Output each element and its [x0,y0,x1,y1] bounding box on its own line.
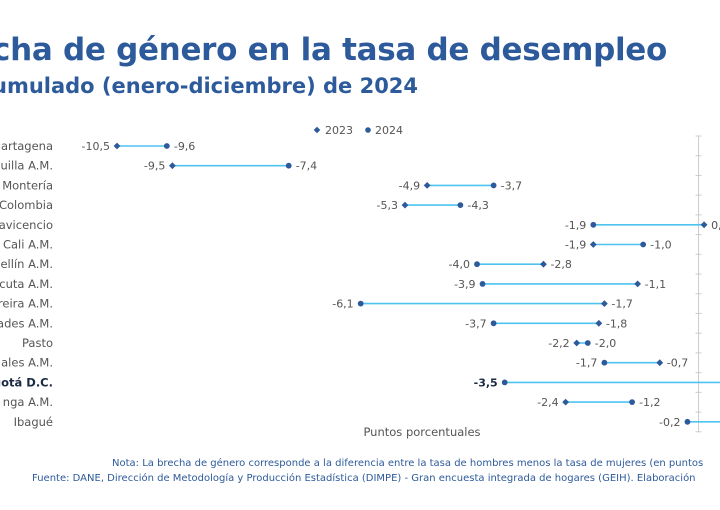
marker-2023 [600,300,608,307]
data-label: -1,9 [565,219,586,232]
category-label: Pasto [22,336,53,350]
marker-2024 [490,320,497,327]
marker-2024 [163,143,170,149]
data-label: -1,2 [639,396,660,409]
category-label: gotá D.C. [0,375,53,389]
data-label: -2,2 [548,337,569,350]
data-label: -1,7 [576,357,597,370]
category-label: Colombia [0,198,53,212]
marker-2024 [684,418,691,425]
chart-source: Fuente: DANE, Dirección de Metodología y… [32,473,696,484]
data-label: -5,3 [377,199,398,212]
category-label: artagena [1,139,53,153]
category-label: ellín A.M. [0,257,53,271]
marker-2023 [634,280,642,288]
data-label: -1,0 [650,239,671,252]
marker-2023 [573,339,581,347]
marker-2023 [113,142,121,150]
marker-2024 [590,221,597,228]
marker-2024 [357,300,364,307]
x-axis-title: Puntos porcentuales [363,425,480,439]
marker-2024 [501,379,508,386]
data-label: -2,4 [537,396,558,409]
marker-2024 [490,182,497,189]
marker-2024 [285,162,292,169]
marker-2024 [629,399,635,405]
data-label: -0,2 [659,416,680,429]
data-label: -3,9 [454,278,475,291]
legend-marker-2023 [313,126,321,134]
chart-subtitle: umulado (enero-diciembre) de 2024 [0,74,419,98]
data-label: -3,7 [501,179,522,192]
category-label: Cali A.M. [3,238,53,252]
marker-2023 [589,241,597,248]
marker-2024 [457,202,464,208]
marker-2024 [601,359,608,366]
category-label: Montería [2,178,53,192]
category-label: ales A.M. [1,356,53,370]
marker-2023 [656,359,664,367]
marker-2023 [595,319,603,327]
data-label: -1,8 [606,317,627,330]
legend-label-2024: 2024 [375,124,403,137]
marker-2023 [540,260,547,268]
marker-2024 [584,340,591,346]
data-label: -3,7 [465,317,486,330]
legend-marker-2024 [365,127,371,133]
marker-2024 [479,281,486,287]
data-label: -2,0 [595,337,616,350]
data-label: -4,3 [467,199,488,212]
marker-2024 [640,241,647,248]
data-label: -9,5 [144,160,165,173]
data-label: -4,0 [449,258,470,271]
marker-2024 [474,261,480,268]
category-label: cuta A.M. [0,277,53,291]
data-label: -1,1 [645,278,666,291]
data-label: -1,7 [611,298,632,311]
dumbbell-chart: 2023 2024 artagena -10,5 -9,6 uilla A.M. -9,5 -… [0,124,720,439]
data-label: -1,9 [565,239,586,252]
category-label: nga A.M. [3,395,53,409]
data-label: -4,9 [399,179,420,192]
marker-2023 [700,221,708,229]
data-label: -0,7 [667,357,688,370]
marker-2023 [401,201,409,209]
data-label: -3,5 [474,376,498,389]
category-label: avicencio [0,218,53,232]
category-label: Ibagué [14,415,53,429]
data-label: -2,8 [550,258,571,271]
data-label: 0, [711,219,720,232]
category-label: reira A.M. [0,297,53,311]
marker-2023 [423,182,431,189]
data-label: -7,4 [296,160,317,173]
chart-note: Nota: La brecha de género corresponde a … [112,458,704,469]
category-label: uilla A.M. [1,159,53,173]
data-label: -10,5 [82,140,110,153]
marker-2023 [168,162,176,170]
chart-title: cha de género en la tasa de desempleo [0,32,668,68]
legend-label-2023: 2023 [325,124,353,137]
marker-2023 [562,398,570,406]
data-label: -9,6 [174,140,195,153]
category-label: ades A.M. [0,316,53,330]
data-label: -6,1 [332,298,353,311]
